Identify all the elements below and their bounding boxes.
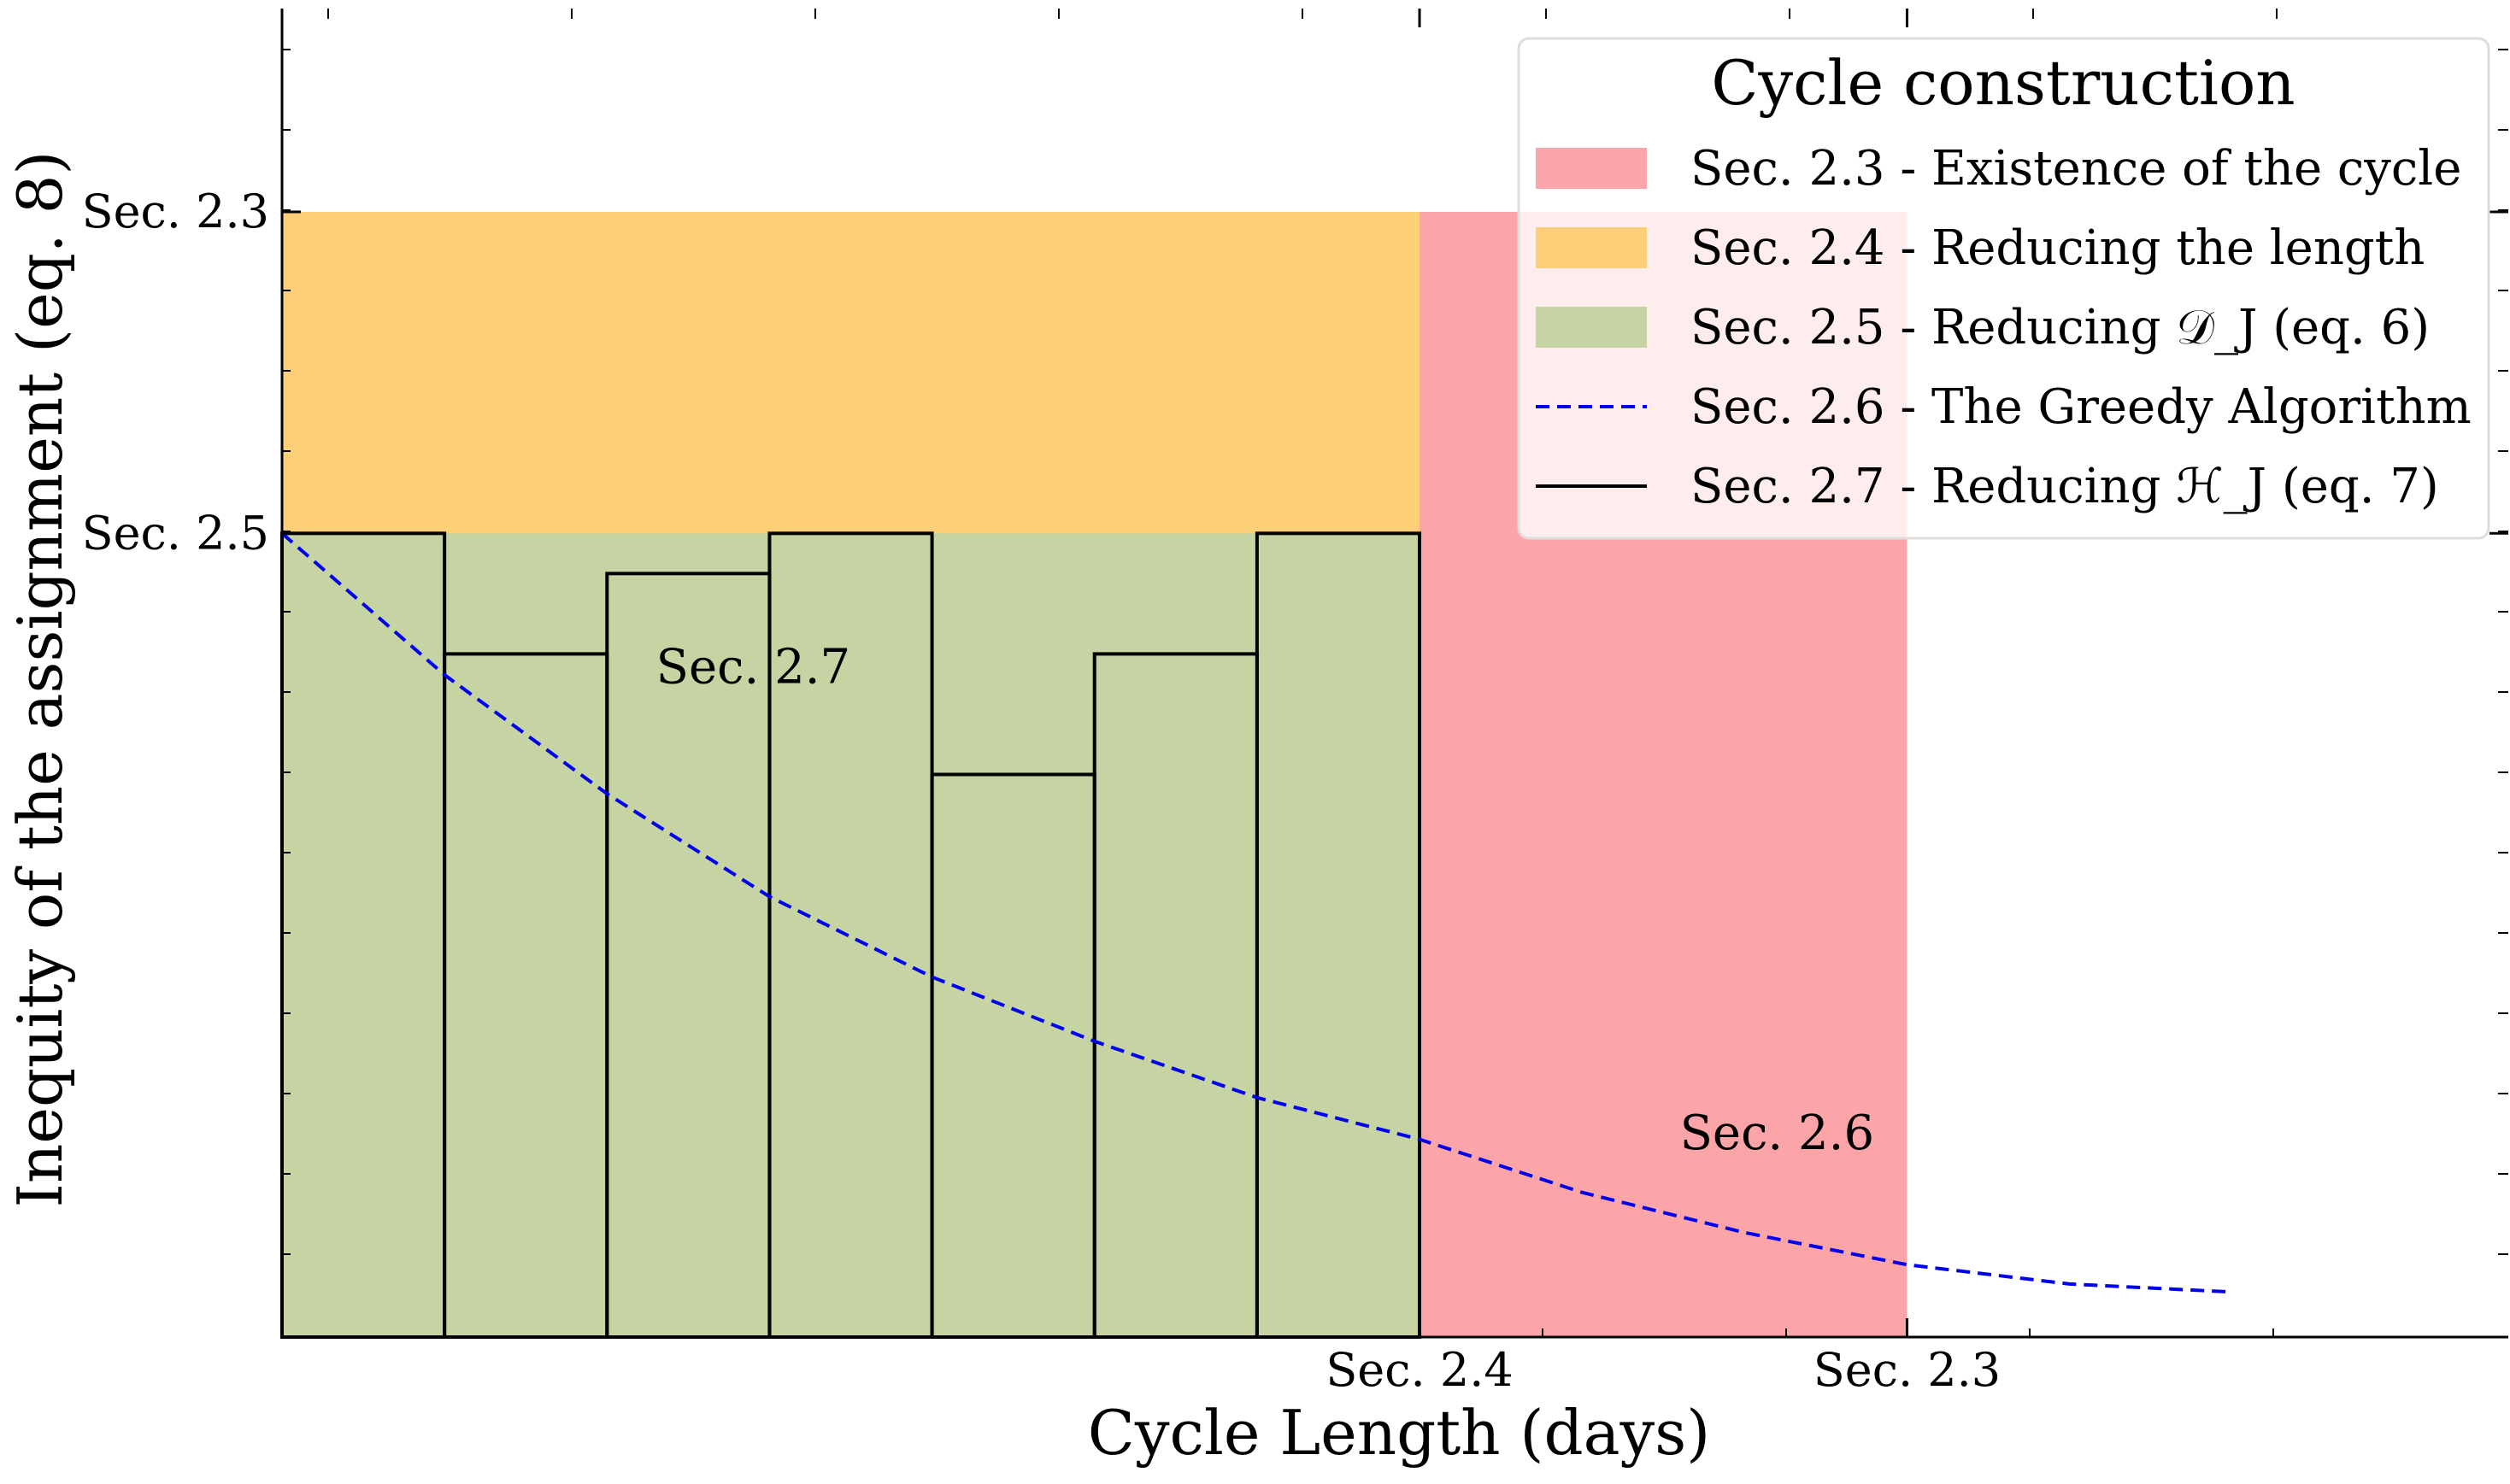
legend-label: Sec. 2.3 - Existence of the cycle [1690, 141, 2461, 196]
legend-label: Sec. 2.6 - The Greedy Algorithm [1690, 379, 2472, 435]
annotations-layer: Sec. 2.7 Sec. 2.6 [656, 639, 1874, 1161]
annotation-label: Sec. 2.7 [656, 639, 851, 695]
annotation-label: Sec. 2.6 [1680, 1106, 1875, 1161]
ticks-layer: Sec. 2.4 Sec. 2.3 Sec. 2.3 Sec. 2.5 [82, 9, 2508, 1397]
x-tick-label: Sec. 2.3 [1813, 1343, 2001, 1397]
y-tick-label: Sec. 2.3 [82, 185, 269, 238]
lines-layer [280, 531, 2232, 1294]
legend-label: Sec. 2.4 - Reducing the length [1690, 220, 2425, 276]
x-axis-label: Cycle Length (days) [1088, 1397, 1711, 1469]
y-tick-label: Sec. 2.5 [82, 506, 269, 560]
legend-swatch [1536, 227, 1647, 268]
legend-swatch [1536, 148, 1647, 189]
legend-label: Sec. 2.5 - Reducing 𝒟_J (eq. 6) [1690, 300, 2430, 355]
axes-layer [280, 9, 2508, 1339]
legend-frame [1517, 37, 2490, 540]
x-tick-label: Sec. 2.4 [1326, 1343, 1513, 1397]
y-axis-label: Inequity of the assignment (eq. 8) [4, 151, 76, 1208]
legend: Cycle construction Sec. 2.3 - Existence … [1517, 37, 2490, 540]
region-3 [282, 533, 1420, 1337]
legend-label: Sec. 2.7 - Reducing ℋ_J (eq. 7) [1690, 459, 2439, 514]
legend-swatch [1536, 307, 1647, 348]
series-line-1 [280, 531, 2232, 1294]
legend-title: Cycle construction [1711, 47, 2295, 119]
